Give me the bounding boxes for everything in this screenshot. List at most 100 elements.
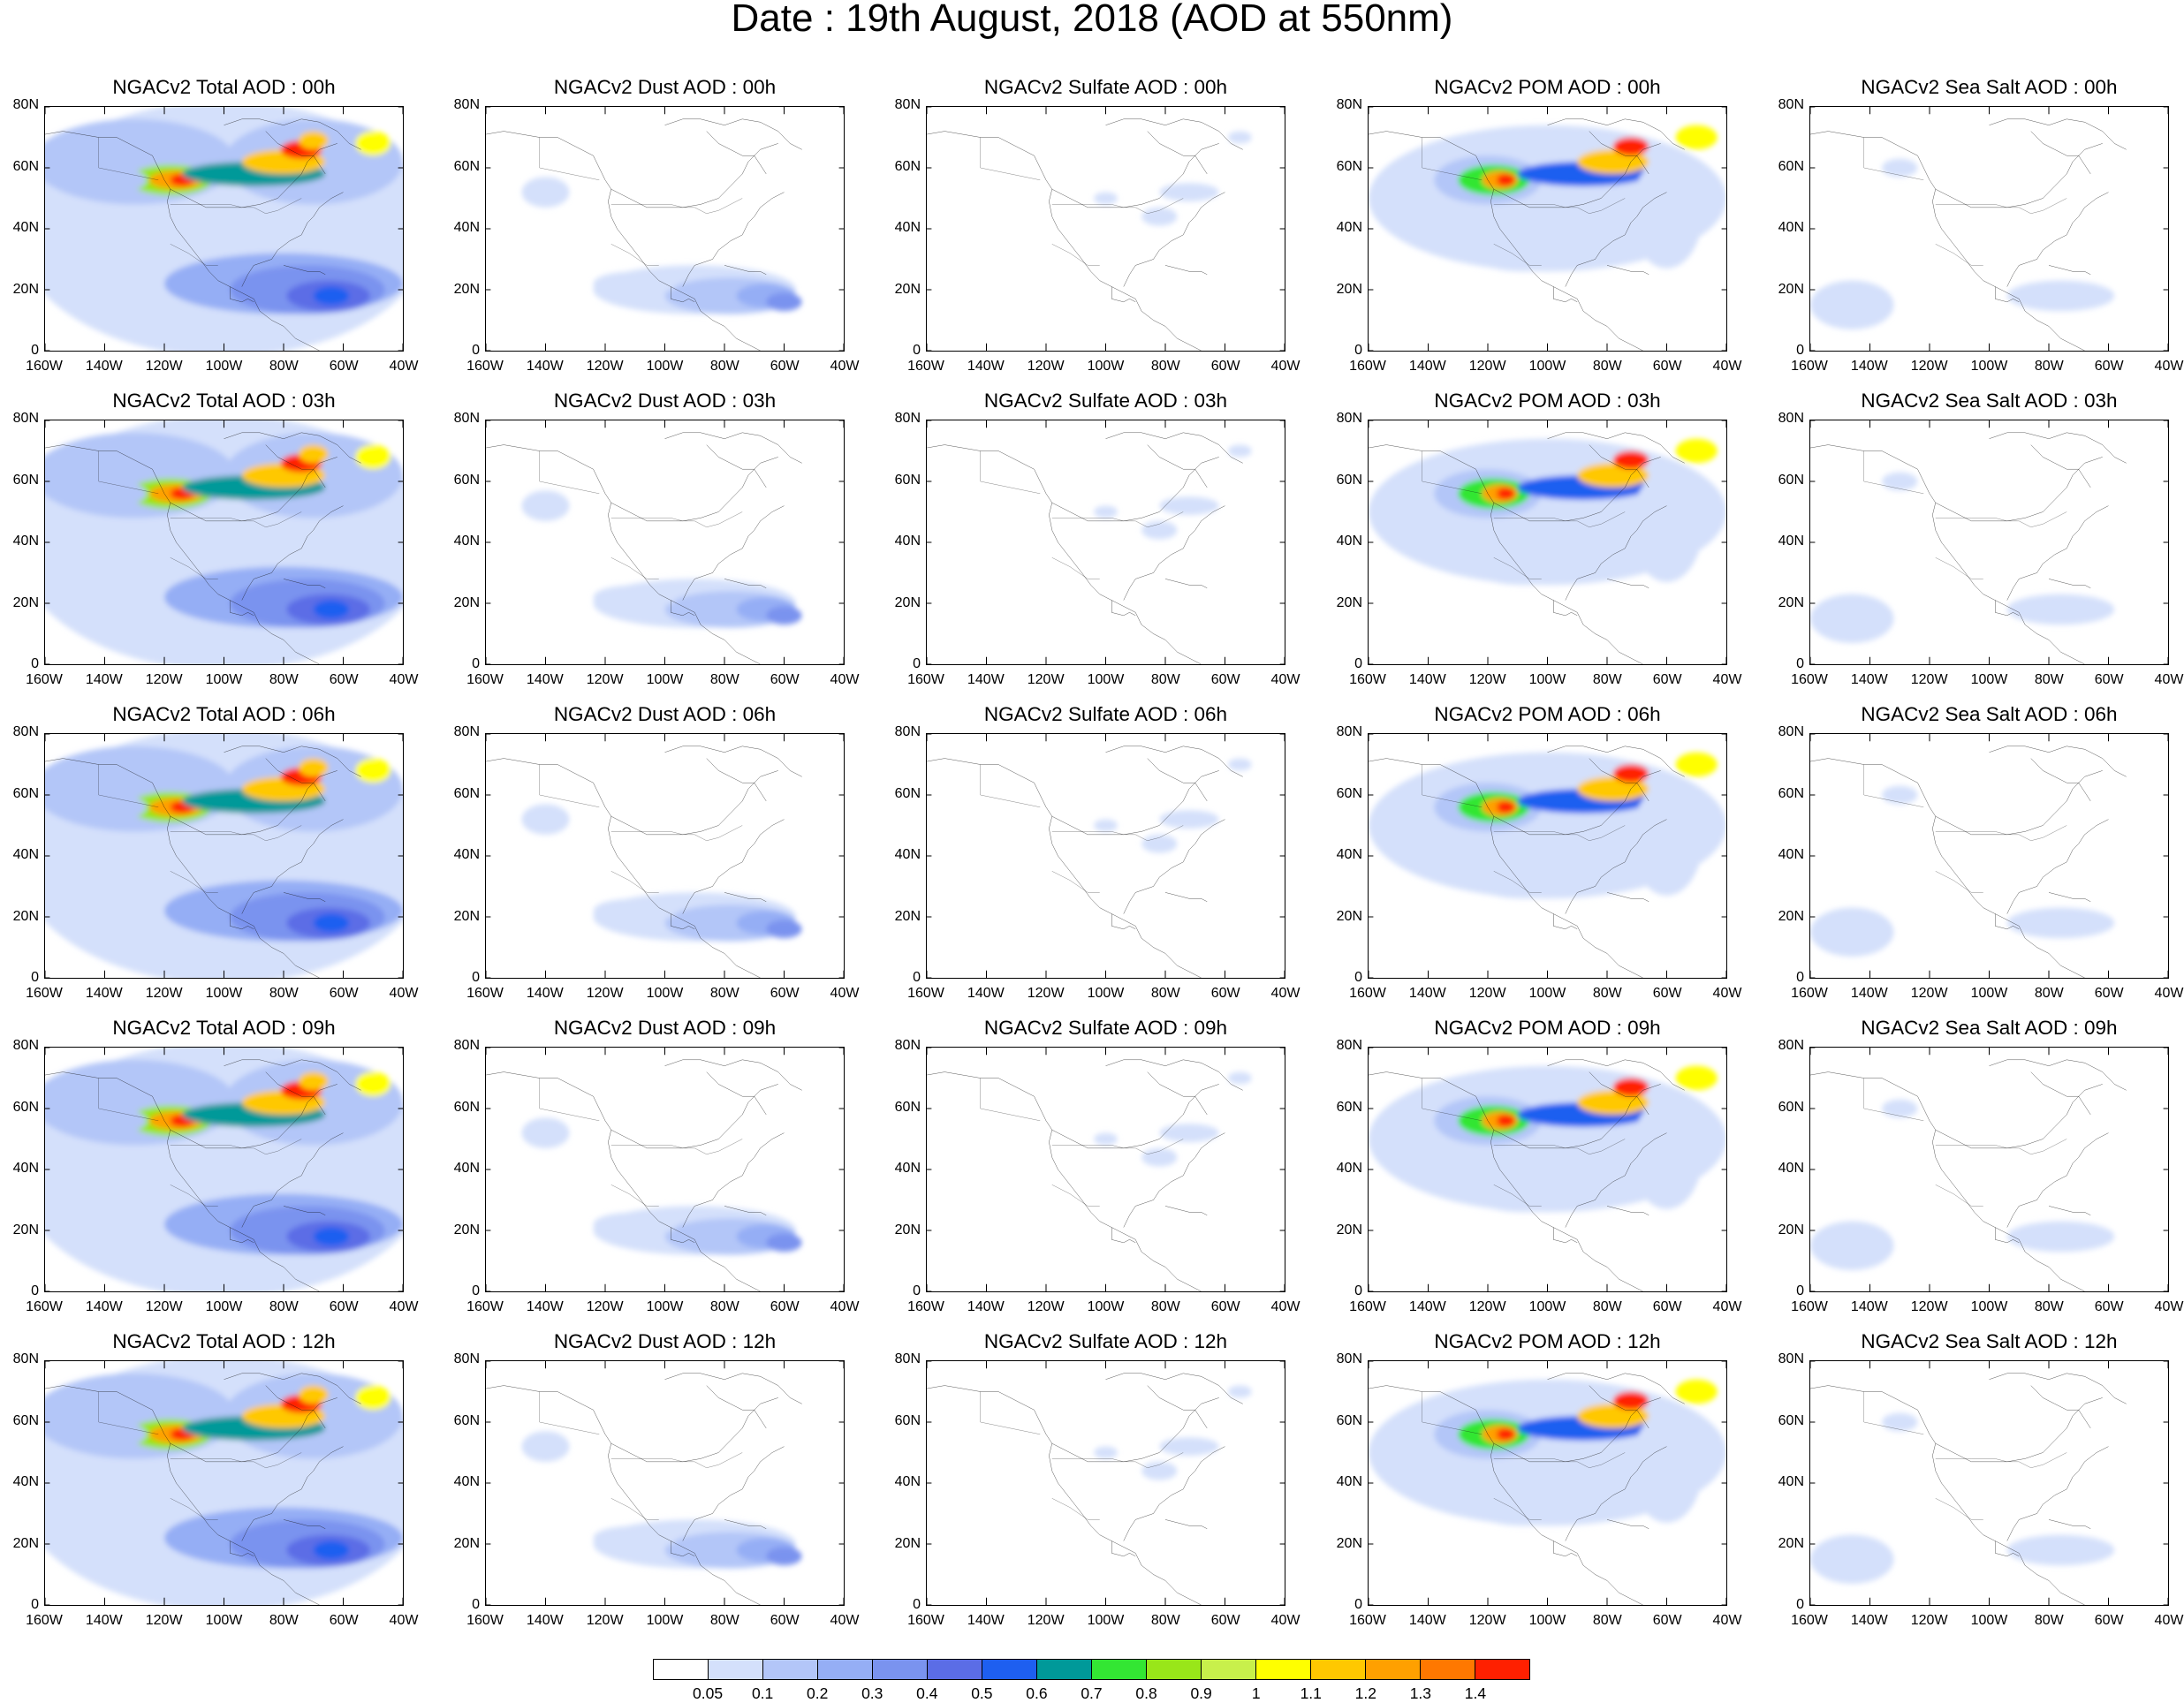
coastline [671, 601, 694, 616]
coastline [266, 759, 326, 801]
coastline [1553, 914, 1577, 929]
lon-tick-label: 80W [709, 359, 739, 374]
political-border [1936, 244, 1983, 265]
aod-plume [766, 1233, 802, 1253]
lon-tick-label: 80W [1592, 986, 1622, 1001]
coastline [1111, 1228, 1135, 1243]
coastline [665, 1060, 802, 1091]
coastline [230, 914, 254, 929]
lon-tick-label: 140W [526, 359, 564, 374]
political-border [1422, 765, 1483, 807]
lat-tick-label: 0 [1796, 1283, 1804, 1298]
lat-tick-label: 80N [453, 724, 480, 739]
lon-tick-label: 100W [205, 672, 243, 687]
lon-tick-label: 60W [329, 1613, 359, 1628]
lon-tick-label: 80W [1150, 672, 1180, 687]
lon-tick-label: 40W [1270, 1613, 1301, 1628]
coastline [2031, 132, 2091, 174]
coastline [1990, 1374, 2127, 1404]
aod-plume [521, 1117, 570, 1148]
lon-tick-label: 60W [329, 359, 359, 374]
coastline [230, 1228, 254, 1243]
lon-tick-label: 80W [1150, 359, 1180, 374]
lon-tick-label: 60W [770, 1613, 800, 1628]
aod-plume [2006, 280, 2115, 312]
lon-tick-label: 140W [85, 1613, 123, 1628]
coastline [242, 1447, 344, 1541]
political-border [1052, 826, 1184, 841]
lat-tick-label: 40N [12, 847, 39, 862]
lon-tick-label: 40W [389, 986, 419, 1001]
aod-field [927, 1361, 1285, 1605]
coastline [1936, 143, 2103, 207]
lon-tick-label: 80W [269, 1299, 299, 1314]
coastline [1148, 759, 1208, 801]
coastline [2007, 820, 2109, 914]
aod-plume [1882, 158, 1918, 178]
aod-plume [1464, 1163, 1583, 1213]
lat-tick-label: 20N [1778, 1222, 1804, 1238]
coastline [2049, 1519, 2090, 1528]
colorbar-swatch [1421, 1660, 1475, 1679]
aod-plume [593, 271, 677, 296]
lon-tick-label: 40W [1712, 672, 1742, 687]
aod-field [1810, 107, 2168, 351]
lat-tick-label: 80N [1336, 1038, 1362, 1053]
aod-field [1810, 1361, 2168, 1605]
lon-tick-label: 40W [830, 1613, 860, 1628]
coastline [45, 445, 320, 664]
lat-tick-label: 0 [1354, 656, 1362, 671]
colorbar-label: 0.7 [1081, 1684, 1103, 1702]
lat-tick-label: 60N [1778, 472, 1804, 488]
lat-tick-label: 80N [453, 97, 480, 112]
coastline [1369, 132, 1643, 351]
lon-tick-label: 140W [1850, 1613, 1888, 1628]
aod-field [486, 1048, 844, 1291]
lon-tick-label: 140W [1850, 359, 1888, 374]
lon-tick-label: 40W [1270, 672, 1301, 687]
coastline [1548, 119, 1685, 150]
coastline [230, 1541, 254, 1556]
lat-tick-label: 40N [894, 1474, 921, 1489]
coastline [2049, 265, 2090, 274]
colorbar-swatch [1256, 1660, 1311, 1679]
coastline [1111, 1541, 1135, 1556]
coastline [486, 759, 761, 978]
political-border [171, 557, 218, 579]
colorbar-label: 1.2 [1354, 1684, 1376, 1702]
lon-tick-label: 120W [586, 1299, 624, 1314]
aod-map-panel [485, 733, 845, 979]
panel-title: NGACv2 Dust AOD : 12h [553, 1330, 777, 1352]
coastline [707, 132, 767, 174]
lon-tick-label: 160W [907, 359, 944, 374]
coastline [1607, 1206, 1649, 1215]
lat-tick-label: 60N [453, 1412, 480, 1428]
aod-plume [1497, 1427, 1515, 1441]
coastline [707, 445, 767, 488]
lat-tick-label: 0 [31, 970, 39, 985]
lat-tick-label: 0 [913, 656, 921, 671]
lat-tick-label: 20N [12, 908, 39, 924]
lon-tick-label: 100W [646, 1299, 684, 1314]
coastline [1810, 1072, 2085, 1291]
coastline [1810, 759, 2085, 978]
coastline [224, 1060, 361, 1091]
lat-tick-label: 60N [453, 158, 480, 174]
coastline [1936, 1084, 2103, 1147]
panel-title: NGACv2 Sulfate AOD : 00h [983, 76, 1228, 98]
aod-map-panel [1368, 1047, 1727, 1292]
lat-tick-label: 40N [12, 534, 39, 549]
lon-tick-label: 80W [269, 1613, 299, 1628]
lat-tick-label: 0 [1796, 1597, 1804, 1612]
panel-title: NGACv2 POM AOD : 03h [1434, 390, 1661, 412]
lat-tick-label: 20N [894, 594, 921, 610]
aod-field [927, 420, 1285, 664]
coastline [1106, 1060, 1243, 1091]
political-border [1494, 512, 1626, 527]
political-border [1936, 512, 2067, 527]
coastline [1165, 579, 1207, 587]
political-border [1936, 557, 1983, 579]
lon-tick-label: 120W [145, 1299, 183, 1314]
lon-tick-label: 60W [329, 672, 359, 687]
coastline [2049, 579, 2090, 587]
